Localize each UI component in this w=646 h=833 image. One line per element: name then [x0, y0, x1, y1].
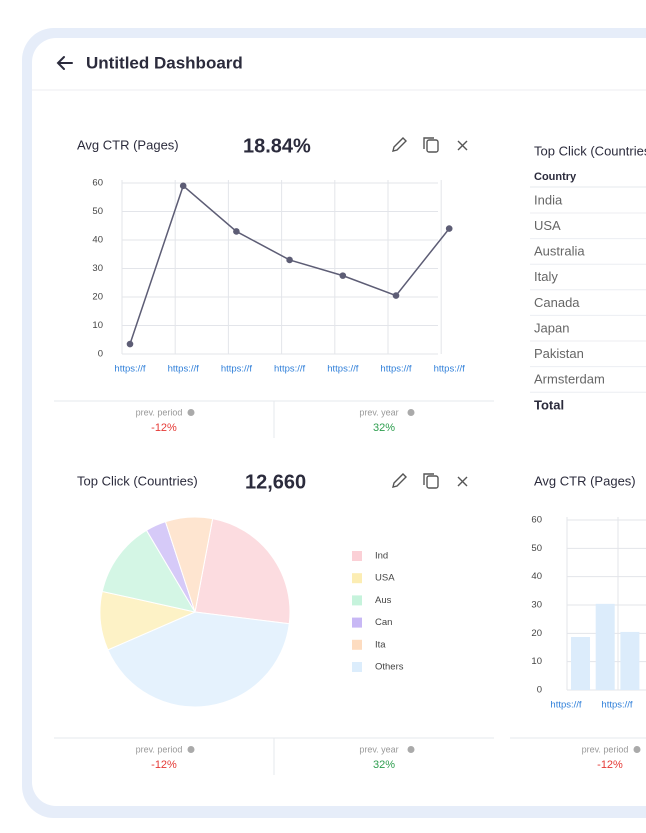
- legend-label: Aus: [375, 595, 392, 606]
- line-point: [286, 256, 293, 264]
- comparison-label: prev. period: [136, 407, 183, 417]
- comparison-label: prev. year: [359, 744, 398, 754]
- table-cell: India: [534, 192, 563, 207]
- info-icon: [187, 746, 195, 753]
- table-cell: Australia: [534, 244, 585, 259]
- table-cell: Japan: [534, 320, 569, 335]
- y-tick-label: 20: [92, 292, 103, 303]
- legend-swatch: [352, 662, 362, 672]
- y-tick-label: 0: [537, 685, 542, 696]
- y-tick-label: 10: [92, 320, 103, 331]
- pie-slice: [194, 518, 291, 625]
- x-tick-label: https://f: [434, 364, 466, 375]
- line-point: [392, 292, 400, 299]
- comparison-value: -12%: [151, 759, 177, 771]
- x-tick-label: https://f: [601, 700, 633, 711]
- legend-swatch: [352, 573, 362, 584]
- bar: [595, 603, 615, 690]
- widget-metric: 18.84%: [243, 135, 311, 157]
- pie-slice: [101, 529, 197, 613]
- line-point: [179, 182, 187, 190]
- y-tick-label: 30: [531, 600, 542, 611]
- legend-swatch: [352, 639, 362, 650]
- y-tick-label: 60: [531, 515, 542, 526]
- y-tick-label: 0: [98, 349, 103, 360]
- legend-label: USA: [375, 573, 395, 584]
- table-header: Country: [534, 171, 577, 183]
- widget-title: Avg CTR (Pages): [77, 137, 179, 152]
- comparison-label: prev. period: [136, 744, 183, 754]
- table-cell: USA: [534, 218, 561, 233]
- x-tick-label: https://f: [550, 700, 582, 711]
- widget-title: Top Click (Countries): [77, 473, 198, 488]
- x-tick-label: https://f: [380, 364, 412, 375]
- dashboard-title: Untitled Dashboard: [86, 53, 243, 72]
- table-title: Top Click (Countries): [534, 143, 646, 158]
- y-tick-label: 50: [531, 543, 542, 554]
- bar: [620, 631, 640, 690]
- legend-label: Others: [375, 662, 404, 673]
- table-cell: Canada: [534, 295, 580, 310]
- widget-icons: [392, 137, 468, 489]
- legend-label: Can: [375, 617, 392, 628]
- legend-swatch: [352, 551, 362, 561]
- x-tick-label: https://f: [168, 364, 200, 375]
- copy-icon[interactable]: [426, 475, 439, 489]
- y-tick-label: 40: [531, 571, 542, 582]
- edit-icon[interactable]: [392, 137, 407, 152]
- pie-slice: [107, 611, 290, 708]
- info-icon: [633, 746, 641, 753]
- y-tick-label: 20: [531, 628, 542, 639]
- line-point: [339, 272, 347, 279]
- legend-swatch: [352, 617, 362, 628]
- bar: [571, 637, 590, 690]
- widget-title: Avg CTR (Pages): [534, 473, 636, 488]
- widget-metric: 12,660: [245, 471, 306, 493]
- legend-label: Ind: [375, 551, 388, 562]
- x-tick-label: https://f: [274, 364, 306, 375]
- info-icon: [407, 409, 415, 416]
- line-point: [233, 228, 240, 235]
- comparison-value: 32%: [373, 422, 395, 434]
- legend-swatch: [352, 595, 362, 606]
- table-cell: Armsterdam: [534, 372, 605, 387]
- y-tick-label: 30: [92, 263, 103, 274]
- x-tick-label: https://f: [221, 364, 253, 375]
- y-tick-label: 50: [92, 206, 103, 217]
- info-icon: [407, 746, 415, 753]
- y-tick-label: 10: [531, 656, 542, 667]
- edit-icon[interactable]: [392, 473, 407, 488]
- close-icon[interactable]: [457, 140, 468, 151]
- pie-slice: [164, 516, 214, 613]
- line-point: [445, 225, 453, 232]
- comparison-value: 32%: [373, 759, 395, 771]
- close-icon[interactable]: [457, 476, 468, 487]
- table-cell: Pakistan: [534, 346, 584, 361]
- info-icon: [187, 409, 195, 416]
- x-tick-label: https://f: [327, 364, 359, 375]
- copy-icon[interactable]: [426, 139, 439, 153]
- comparison-value: -12%: [151, 422, 177, 434]
- y-tick-label: 40: [92, 235, 103, 246]
- legend-label: Ita: [375, 639, 386, 650]
- comparison-label: prev. year: [359, 407, 398, 417]
- y-tick-label: 60: [92, 178, 103, 189]
- back-button[interactable]: [56, 56, 73, 70]
- line-point: [126, 340, 134, 348]
- table-cell: Italy: [534, 269, 558, 284]
- comparison-value: -12%: [597, 759, 623, 771]
- x-tick-label: https://f: [114, 364, 146, 375]
- table-footer: Total: [534, 397, 564, 412]
- comparison-label: prev. period: [582, 744, 629, 754]
